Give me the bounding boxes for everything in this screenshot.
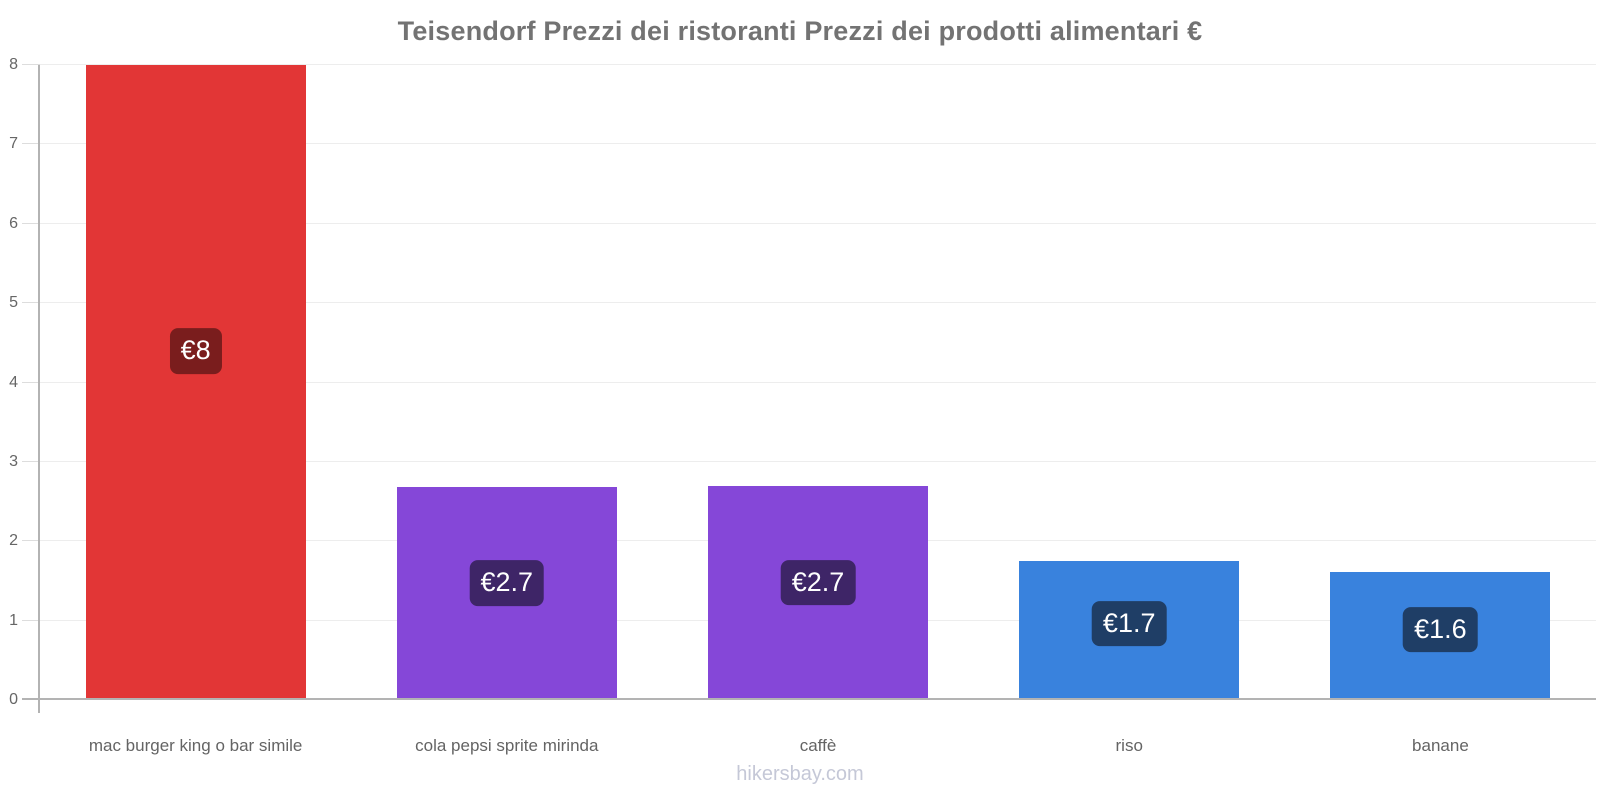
- y-tick-label-7: 7: [9, 135, 18, 153]
- bar-slot-2: €2.7: [662, 65, 973, 700]
- y-axis-line: [38, 65, 40, 713]
- gridline-y3: [40, 460, 1596, 462]
- y-tick-y1: [22, 619, 40, 621]
- x-label-2: caffè: [799, 736, 837, 755]
- value-badge-4: €1.6: [1403, 606, 1478, 653]
- value-badge-0: €8: [169, 327, 222, 374]
- y-tick-y4: [22, 381, 40, 383]
- y-tick-y7: [22, 143, 40, 145]
- gridline-y8: [40, 64, 1596, 65]
- y-tick-y2: [22, 540, 40, 542]
- value-badge-3: €1.7: [1091, 600, 1167, 647]
- x-label-4: banane: [1412, 736, 1469, 755]
- bar-caffè[interactable]: €2.7: [708, 486, 928, 700]
- bar-banane[interactable]: €1.6: [1330, 572, 1551, 700]
- bar-slot-0: €8: [40, 65, 351, 700]
- bars-row: €8 €2.7 €2.7 €1.7 €1.6: [40, 65, 1596, 700]
- y-tick-label-1: 1: [9, 611, 18, 629]
- x-label-3: riso: [1115, 736, 1143, 755]
- bar-slot-4: €1.6: [1285, 65, 1596, 700]
- y-tick-label-4: 4: [9, 373, 18, 391]
- y-tick-label-6: 6: [9, 214, 18, 232]
- chart-title: Teisendorf Prezzi dei ristoranti Prezzi …: [397, 16, 1203, 46]
- y-tick-label-5: 5: [9, 294, 18, 312]
- gridline-y4: [40, 381, 1596, 383]
- gridline-y6: [40, 222, 1596, 224]
- x-label-1: cola pepsi sprite mirinda: [415, 736, 599, 755]
- bar-mac-burger-king-o-bar-simile[interactable]: €8: [85, 65, 306, 700]
- gridline-y7: [40, 143, 1596, 145]
- value-badge-1: €2.7: [469, 560, 545, 606]
- y-tick-label-2: 2: [9, 532, 18, 550]
- bar-riso[interactable]: €1.7: [1019, 561, 1240, 700]
- y-tick-y5: [22, 302, 40, 304]
- gridline-y5: [40, 302, 1596, 304]
- plot-area: 0 1 2 3 4 5 6 7 8 €8 €2.7 €2.7 €1.7 €1.6: [9, 56, 1596, 713]
- x-axis-baseline: [22, 698, 1596, 700]
- y-tick-y8: [22, 64, 40, 65]
- watermark-link[interactable]: hikersbay.com: [736, 763, 864, 785]
- y-tick-label-3: 3: [9, 452, 18, 470]
- y-tick-y3: [22, 460, 40, 462]
- y-tick-label-0: 0: [9, 691, 18, 708]
- x-label-0: mac burger king o bar simile: [88, 736, 303, 755]
- bar-slot-3: €1.7: [974, 65, 1285, 700]
- bar-slot-1: €2.7: [351, 65, 662, 700]
- bar-cola-pepsi-sprite-mirinda[interactable]: €2.7: [396, 487, 617, 700]
- value-badge-2: €2.7: [780, 559, 856, 606]
- y-tick-label-8: 8: [9, 56, 18, 73]
- x-axis-labels: mac burger king o bar simile cola pepsi s…: [40, 736, 1596, 756]
- y-tick-y6: [22, 222, 40, 224]
